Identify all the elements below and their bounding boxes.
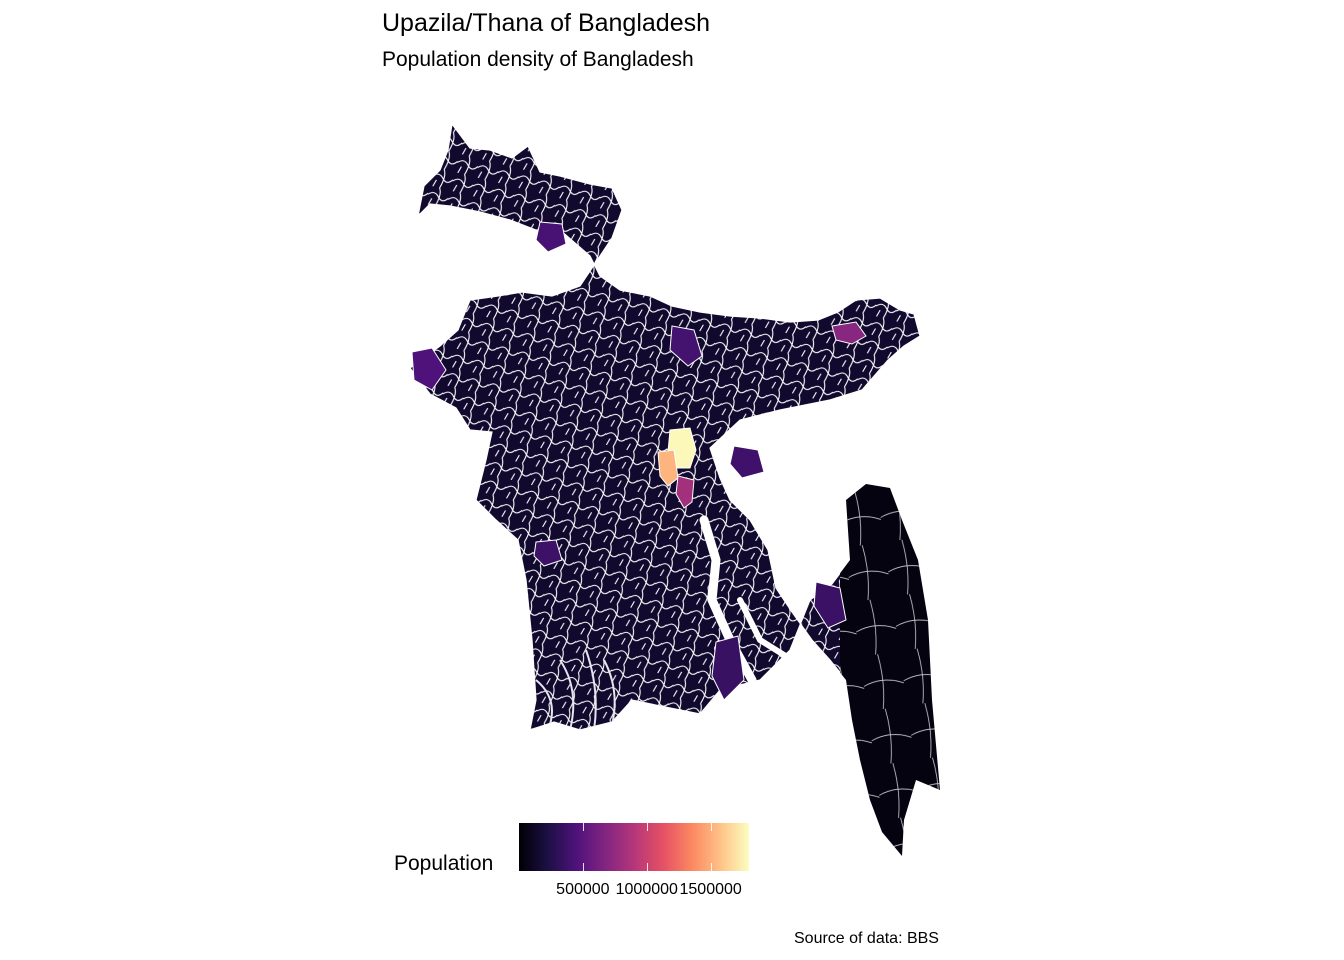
bhola-hotspot bbox=[711, 635, 745, 701]
western-border-hotspot bbox=[411, 347, 447, 391]
sylhet-hotspot bbox=[831, 321, 867, 345]
chittagong-coast-hotspot bbox=[813, 581, 847, 629]
jessore-hotspot bbox=[533, 539, 563, 567]
legend-tick-label: 1000000 bbox=[615, 881, 678, 898]
rangpur-hotspot bbox=[535, 221, 567, 253]
map-title: Upazila/Thana of Bangladesh bbox=[382, 9, 711, 37]
dhaka-south-hotspot bbox=[675, 475, 695, 509]
sundarbans-channels bbox=[535, 649, 616, 731]
legend-tick-label: 500000 bbox=[556, 881, 610, 898]
legend-tick-mark bbox=[582, 823, 584, 871]
central-north-hotspot bbox=[669, 325, 703, 367]
map-subtitle: Population density of Bangladesh bbox=[382, 48, 694, 71]
dhaka-west-hotspot bbox=[657, 449, 679, 487]
source-caption: Source of data: BBS bbox=[794, 930, 939, 947]
legend-title: Population bbox=[394, 852, 494, 875]
legend-tick-label: 1500000 bbox=[679, 881, 742, 898]
legend-tick-mark bbox=[646, 823, 648, 871]
legend-colorbar bbox=[519, 823, 749, 871]
legend-tick-mark bbox=[710, 823, 712, 871]
density-hotspots bbox=[411, 221, 867, 701]
comilla-hotspot bbox=[729, 445, 765, 479]
